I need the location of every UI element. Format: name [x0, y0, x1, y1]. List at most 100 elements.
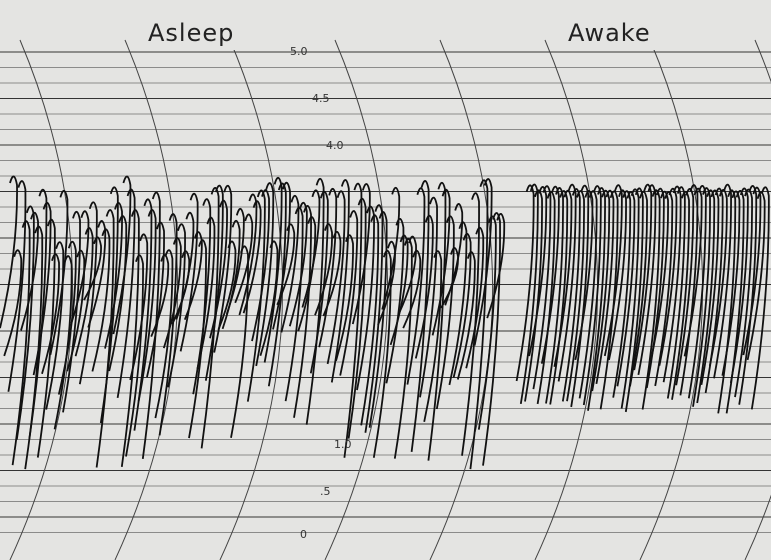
trace — [410, 180, 430, 452]
trace — [515, 184, 535, 382]
traces — [0, 175, 770, 470]
scale-label: .5 — [320, 485, 331, 498]
trace — [78, 201, 98, 385]
trace — [612, 190, 632, 398]
trace — [158, 213, 178, 436]
trace — [301, 189, 321, 308]
trace — [650, 190, 669, 360]
trace — [297, 216, 317, 332]
trace — [288, 201, 308, 327]
trace — [406, 187, 426, 385]
trace — [280, 194, 300, 333]
trace — [356, 205, 375, 391]
trace — [540, 185, 560, 364]
trace — [557, 183, 577, 382]
state-label: Asleep — [148, 19, 234, 47]
trace — [41, 253, 60, 375]
trace — [750, 186, 770, 410]
trace — [15, 205, 35, 440]
trace — [272, 181, 291, 330]
trace — [431, 188, 451, 336]
time-arc — [639, 39, 704, 560]
trace — [536, 191, 556, 405]
trace — [486, 213, 506, 319]
trace — [11, 220, 31, 466]
trace — [616, 191, 636, 387]
label-bg — [140, 16, 258, 50]
trace — [364, 204, 384, 433]
trace — [116, 188, 136, 399]
trace — [284, 206, 304, 402]
trace — [482, 212, 501, 466]
trace — [708, 188, 728, 367]
trace — [427, 181, 447, 461]
trace — [465, 226, 485, 369]
trace — [746, 191, 766, 361]
trace — [524, 189, 543, 402]
trace — [234, 213, 254, 304]
trace — [259, 240, 279, 357]
trace — [314, 223, 333, 316]
trace — [629, 190, 648, 387]
trace — [368, 211, 388, 428]
scale-label: 4.5 — [312, 92, 330, 105]
trace — [200, 187, 220, 449]
scale-labels: 5.0 4.5 4.0 1.0 .5 0 — [290, 45, 352, 541]
trace — [444, 203, 464, 306]
trace — [91, 228, 111, 372]
trace — [633, 183, 653, 371]
trace — [578, 190, 598, 399]
trace — [45, 241, 65, 410]
trace — [192, 198, 212, 395]
trace — [62, 210, 81, 413]
trace — [330, 179, 350, 383]
trace — [133, 198, 153, 431]
trace — [87, 220, 107, 328]
trace — [146, 221, 165, 378]
trace — [125, 254, 144, 457]
trace — [435, 215, 455, 410]
trace — [335, 234, 354, 362]
trace — [700, 189, 720, 386]
trace — [637, 184, 657, 376]
trace — [574, 190, 594, 361]
trace — [687, 185, 707, 399]
trace — [469, 179, 489, 470]
trace — [603, 184, 623, 357]
scale-label: 1.0 — [334, 438, 352, 451]
trace — [566, 190, 585, 402]
trace — [582, 185, 602, 406]
trace — [267, 182, 287, 387]
label-bg — [560, 16, 660, 50]
scale-label: 0 — [300, 528, 307, 541]
trace — [448, 221, 468, 386]
trace — [339, 210, 359, 376]
trace — [742, 186, 762, 356]
trace — [729, 187, 749, 384]
trace — [141, 191, 161, 459]
trace — [83, 236, 102, 301]
trace — [188, 239, 207, 439]
trace — [209, 199, 228, 339]
trace — [32, 201, 52, 376]
trace — [154, 249, 174, 419]
trace — [251, 189, 270, 342]
trace — [351, 183, 371, 325]
trace — [385, 217, 405, 384]
trace — [0, 175, 18, 329]
trace — [74, 227, 94, 357]
trace — [360, 214, 380, 426]
trace — [263, 176, 283, 363]
trace — [99, 186, 119, 424]
trace — [654, 191, 674, 387]
trace — [322, 231, 342, 317]
trace — [641, 189, 661, 410]
trace — [561, 188, 581, 402]
trace — [36, 218, 56, 458]
trace — [3, 249, 23, 357]
trace — [658, 187, 678, 366]
trace — [246, 189, 266, 402]
trace — [519, 183, 539, 405]
trace — [204, 184, 224, 381]
